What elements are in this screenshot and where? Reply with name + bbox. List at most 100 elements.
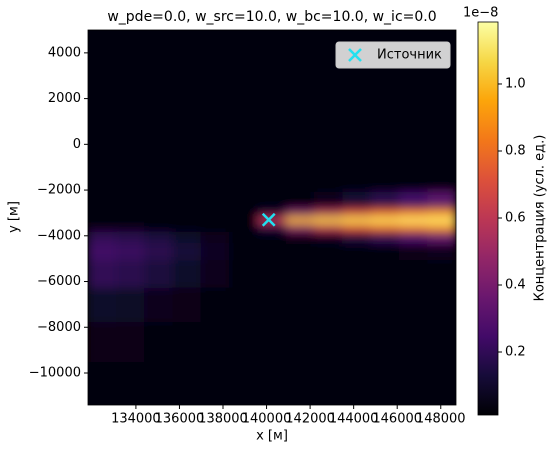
heatmap-cell [370,207,400,217]
heatmap-cell [370,230,400,244]
heatmap-cell [257,321,287,363]
heatmap-cell [88,321,117,363]
heatmap-cell [229,286,259,323]
heatmap-cell [257,361,287,405]
heatmap-cell [172,259,202,288]
heatmap-cell [88,149,117,192]
heatmap-cell [88,215,117,224]
heatmap-cell [88,30,117,92]
heatmap-cell [285,222,315,232]
heatmap-cell [257,242,287,261]
heatmap-cell [172,215,202,224]
heatmap-cell [313,361,344,405]
heatmap-cell [88,90,117,151]
heatmap-cell [172,230,202,244]
heatmap-cell [172,242,202,261]
heatmap-cell [398,207,429,217]
heatmap-cell [398,230,429,244]
heatmap-cell [427,222,456,232]
colorbar-tick-label: 0.4 [505,278,526,293]
heatmap-cell [342,90,372,151]
heatmap-cell [144,230,174,244]
heatmap-cell [257,259,287,288]
heatmap-cell [115,90,146,151]
heatmap-cell [342,230,372,244]
heatmap-cell [200,222,231,232]
heatmap-cell [427,207,456,217]
heatmap-cell [200,30,231,92]
legend-box [335,41,451,69]
heatmap-cell [427,286,456,323]
heatmap-cell [342,222,372,232]
heatmap-cell [285,230,315,244]
plot-frame [87,29,457,406]
heatmap-cell [229,215,259,224]
heatmap-cell [115,286,146,323]
heatmap-cell [285,30,315,92]
heatmap-cell [398,215,429,224]
heatmap-cell [427,90,456,151]
heatmap-cell [370,190,400,209]
y-tick-label: 4000 [48,45,81,60]
heatmap-cell [172,286,202,323]
x-tick-label: 144000 [329,412,379,427]
heatmap-cell [313,190,344,209]
heatmap-cell [398,242,429,261]
heatmap-cell [172,207,202,217]
y-tick-label: 2000 [48,91,81,106]
x-tick-label: 138000 [198,412,248,427]
heatmap-cell [229,190,259,209]
x-axis-label: x [м] [256,429,288,444]
heatmap-cell [88,286,117,323]
heatmap-cell [115,207,146,217]
heatmap-cell [285,149,315,192]
colorbar-tick-label: 0.6 [505,210,526,225]
heatmap-cell [172,321,202,363]
y-axis-label: y [м] [7,201,22,233]
x-tick-label: 140000 [242,412,292,427]
heatmap-cell [285,321,315,363]
heatmap-cell [229,242,259,261]
heatmap-cell [427,230,456,244]
heatmap-cell [200,361,231,405]
heatmap-cell [200,207,231,217]
heatmap-cell [200,259,231,288]
heatmap-cell [115,149,146,192]
heatmap-cell [342,242,372,261]
heatmap-cell [342,286,372,323]
heatmap-cell [398,286,429,323]
heatmap-cell [398,222,429,232]
heatmap-cell [200,286,231,323]
heatmap-cell [370,286,400,323]
heatmap-cell [144,286,174,323]
heatmap-cell [257,190,287,209]
colorbar-tick-label: 1.0 [505,76,526,91]
heatmap-cell [257,207,287,217]
y-tick-label: −10000 [29,365,81,380]
heatmap-cell [144,222,174,232]
heatmap-cell [172,222,202,232]
heatmap-cell [115,215,146,224]
heatmap-cell [427,149,456,192]
colorbar-tick-label: 0.8 [505,143,526,158]
heatmap-cell [313,222,344,232]
heatmap-cell [172,149,202,192]
colorbar-tick-label: 0.2 [505,345,526,360]
heatmap-cell [144,242,174,261]
heatmap-cell [257,230,287,244]
heatmap-cell [200,149,231,192]
heatmap-cell [200,90,231,151]
heatmap-cell [313,215,344,224]
heatmap-cell [313,207,344,217]
heatmap-cell [172,190,202,209]
heatmap-cell [115,190,146,209]
heatmap-cell [313,90,344,151]
heatmap-cell [115,361,146,405]
x-tick-label: 142000 [285,412,335,427]
heatmap-cell [229,321,259,363]
x-tick-label: 146000 [372,412,422,427]
heatmap-cell [257,286,287,323]
heatmap-cell [229,149,259,192]
heatmap-cell [285,286,315,323]
